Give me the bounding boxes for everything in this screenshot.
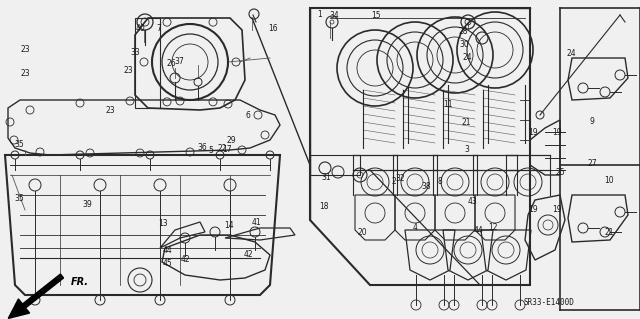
Text: 40: 40 — [136, 24, 146, 33]
Text: 23: 23 — [105, 106, 115, 115]
Text: 31: 31 — [321, 173, 332, 182]
Text: 42: 42 — [180, 256, 191, 264]
Text: 26: 26 — [166, 59, 177, 68]
Text: 9: 9 — [589, 117, 595, 126]
Text: 38: 38 — [421, 182, 431, 191]
Text: 19: 19 — [552, 205, 562, 214]
Text: 27: 27 — [588, 159, 598, 168]
Text: 3: 3 — [465, 145, 470, 154]
Text: 10: 10 — [604, 176, 614, 185]
Text: 1: 1 — [317, 10, 323, 19]
Text: 32: 32 — [396, 174, 406, 183]
Text: 23: 23 — [20, 45, 31, 54]
Text: 18: 18 — [319, 202, 328, 211]
Text: 5: 5 — [209, 146, 214, 155]
Text: 17: 17 — [221, 145, 232, 154]
Text: 25: 25 — [556, 168, 566, 177]
Text: 43: 43 — [467, 197, 477, 206]
Text: 39: 39 — [82, 200, 92, 209]
Text: 6: 6 — [246, 111, 251, 120]
Text: 8: 8 — [438, 177, 443, 186]
Text: 14: 14 — [224, 221, 234, 230]
Text: 44: 44 — [163, 246, 173, 255]
Text: 19: 19 — [528, 128, 538, 137]
Text: 28: 28 — [459, 27, 468, 36]
Text: 15: 15 — [371, 11, 381, 20]
Bar — [135, 18, 160, 108]
Text: 34: 34 — [329, 11, 339, 20]
Text: 37: 37 — [174, 57, 184, 66]
Text: 23: 23 — [20, 69, 31, 78]
Text: 13: 13 — [157, 219, 168, 228]
Text: 30: 30 — [460, 40, 470, 49]
Text: 4: 4 — [412, 223, 417, 232]
Text: 12: 12 — [488, 223, 497, 232]
Text: 2: 2 — [392, 177, 397, 186]
Text: 11: 11 — [444, 100, 452, 109]
Text: 42: 42 — [243, 250, 253, 259]
Text: 21: 21 — [605, 228, 614, 237]
Text: 35: 35 — [14, 140, 24, 149]
Text: 22: 22 — [218, 144, 227, 153]
Text: 19: 19 — [528, 205, 538, 214]
Text: 36: 36 — [197, 143, 207, 152]
Text: 24: 24 — [566, 49, 577, 58]
Text: 45: 45 — [163, 259, 173, 268]
Text: FR.: FR. — [71, 277, 89, 287]
Text: 20: 20 — [357, 228, 367, 237]
Text: SR33-E1400D: SR33-E1400D — [524, 298, 575, 307]
Text: 21: 21 — [461, 118, 470, 127]
Text: 7: 7 — [156, 24, 161, 33]
Text: 35: 35 — [14, 194, 24, 203]
Text: 41: 41 — [251, 218, 261, 227]
FancyArrow shape — [8, 274, 63, 318]
Text: 33: 33 — [131, 48, 141, 57]
Text: 29: 29 — [227, 137, 237, 145]
Text: 24: 24 — [462, 53, 472, 62]
Text: 19: 19 — [552, 128, 562, 137]
Text: 16: 16 — [268, 24, 278, 33]
Text: 23: 23 — [123, 66, 133, 75]
Text: 44: 44 — [474, 226, 484, 235]
